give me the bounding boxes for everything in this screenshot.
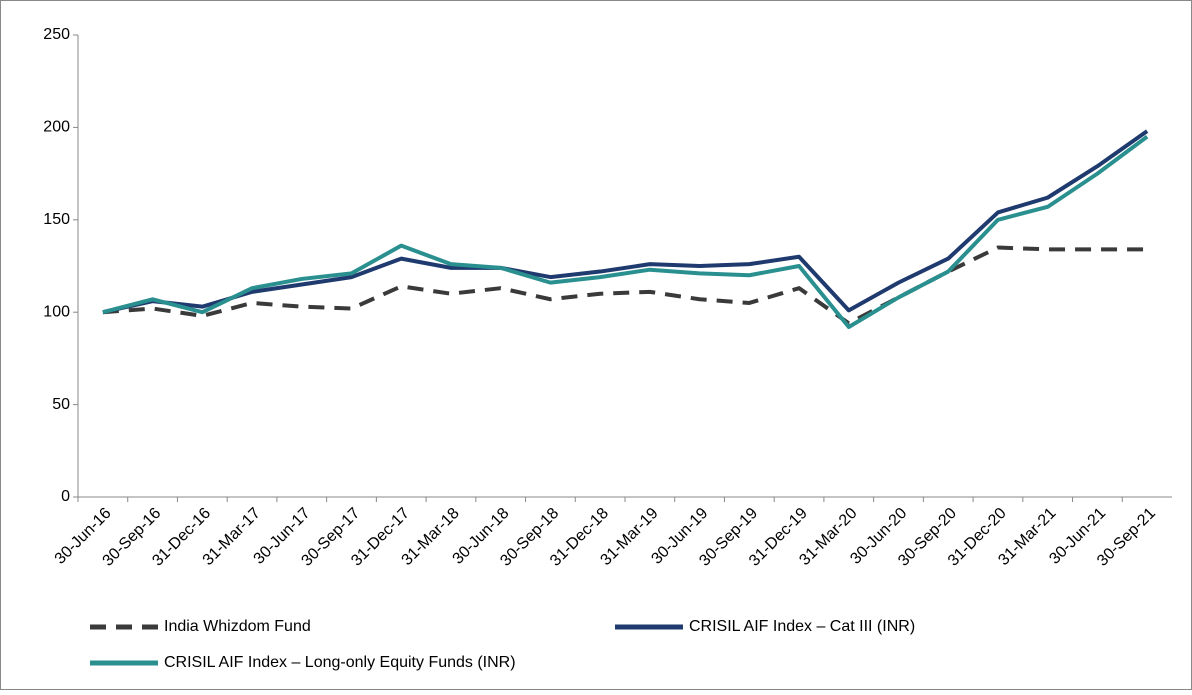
y-tick-label: 200 bbox=[43, 119, 70, 136]
y-tick-label: 150 bbox=[43, 211, 70, 228]
y-tick-label: 100 bbox=[43, 303, 70, 320]
y-tick-label: 0 bbox=[61, 488, 70, 505]
legend-label: CRISIL AIF Index – Cat III (INR) bbox=[689, 618, 915, 635]
y-tick-label: 250 bbox=[43, 26, 70, 43]
series-line bbox=[102, 135, 1149, 329]
series-line bbox=[102, 129, 1149, 315]
series-line bbox=[102, 245, 1148, 326]
legend-label: CRISIL AIF Index – Long-only Equity Fund… bbox=[164, 654, 516, 671]
legend-label: India Whizdom Fund bbox=[164, 618, 311, 635]
y-tick-label: 50 bbox=[52, 396, 70, 413]
